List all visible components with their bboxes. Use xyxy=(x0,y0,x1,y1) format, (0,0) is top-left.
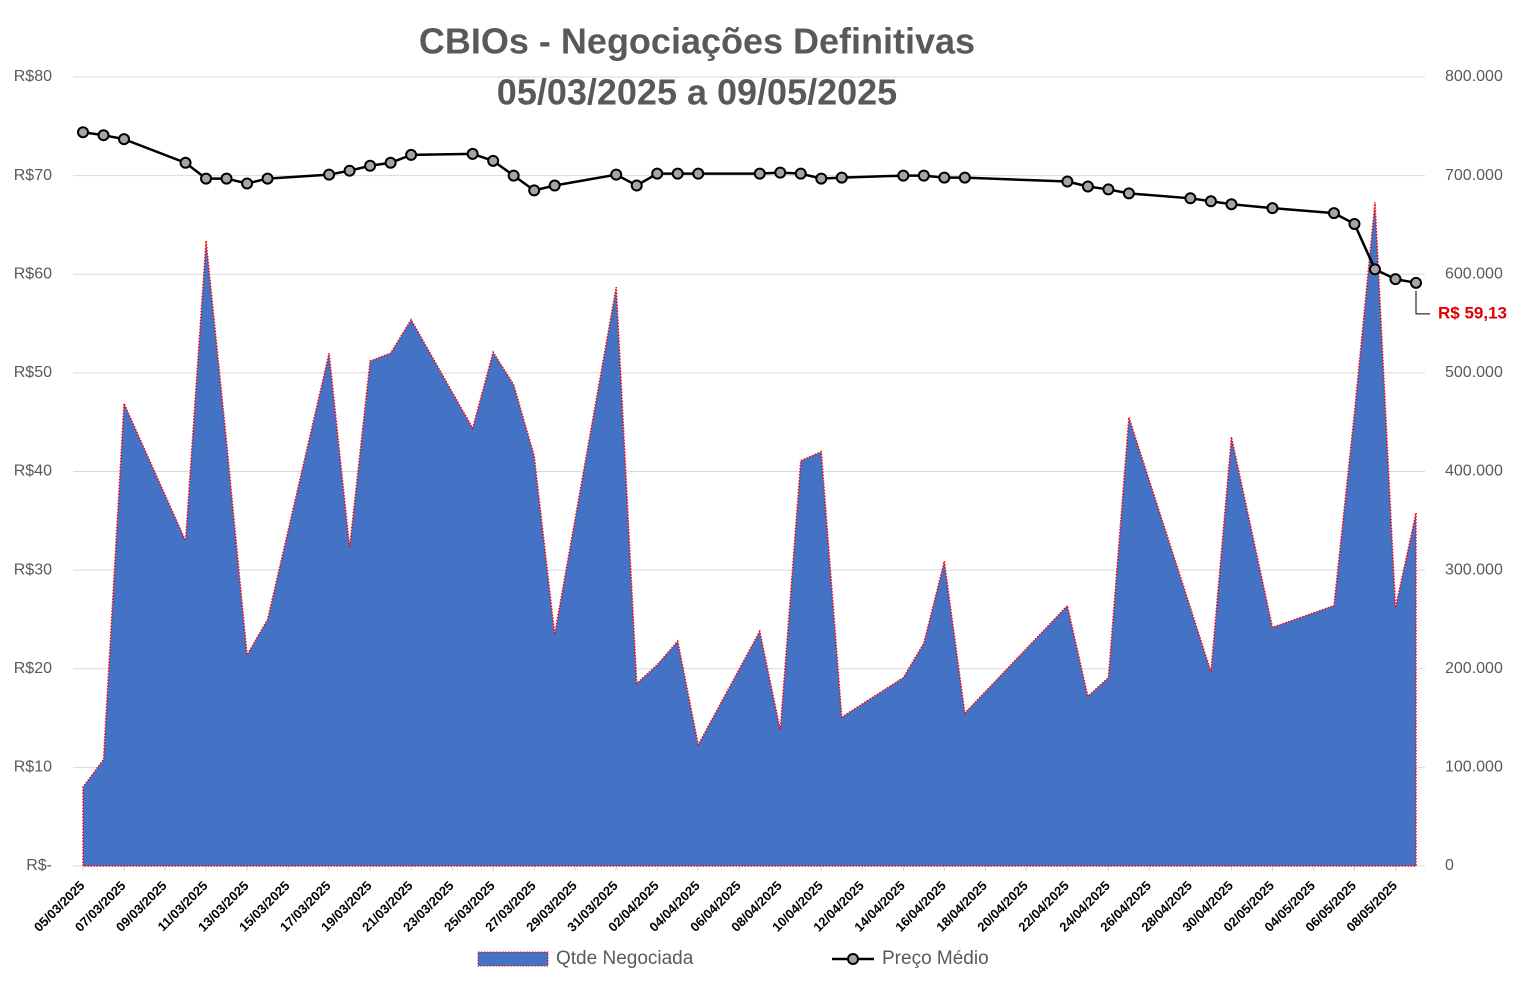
legend-marker xyxy=(847,953,859,965)
y2-tick-label: 0 xyxy=(1445,857,1454,874)
line-marker xyxy=(1122,187,1135,200)
y-tick-label: R$10 xyxy=(14,759,52,776)
y2-tick-label: 700.000 xyxy=(1445,167,1503,184)
line-marker xyxy=(97,129,110,142)
line-marker xyxy=(323,168,336,181)
line-marker xyxy=(630,179,643,192)
area xyxy=(82,202,1417,867)
chart-title: CBIOs - Negociações Definitivas xyxy=(419,21,975,62)
y2-tick-label: 800.000 xyxy=(1445,68,1503,85)
y2-tick-label: 500.000 xyxy=(1445,364,1503,381)
line-marker xyxy=(610,168,623,181)
y2-tick-label: 100.000 xyxy=(1445,759,1503,776)
legend-swatch xyxy=(477,951,549,967)
line-marker xyxy=(835,171,848,184)
line-marker xyxy=(1102,183,1115,196)
line-marker xyxy=(1410,276,1422,289)
line-marker xyxy=(118,133,131,146)
y-tick-label: R$30 xyxy=(14,561,52,578)
line-marker xyxy=(1225,198,1238,211)
line-marker xyxy=(815,172,828,185)
line-marker xyxy=(1061,175,1074,188)
line-marker xyxy=(671,167,684,180)
line-marker xyxy=(1368,263,1381,276)
line-marker xyxy=(1348,217,1361,230)
legend-label: Qtde Negociada xyxy=(556,948,694,969)
line-marker xyxy=(1266,202,1279,215)
line-marker xyxy=(384,156,397,169)
line-marker xyxy=(364,159,377,172)
y2-tick-label: 200.000 xyxy=(1445,660,1503,677)
line-marker xyxy=(528,184,541,197)
line-marker xyxy=(938,171,951,184)
legend-label: Preço Médio xyxy=(882,948,989,969)
line-marker xyxy=(466,147,479,160)
line-marker xyxy=(179,156,192,169)
chart-subtitle: 05/03/2025 a 09/05/2025 xyxy=(497,72,897,113)
line-marker xyxy=(651,167,664,180)
line-marker xyxy=(917,169,930,182)
line-marker xyxy=(200,172,213,185)
data-label: R$ 59,13 xyxy=(1438,303,1507,322)
line-marker xyxy=(774,166,787,179)
y2-tick-label: 300.000 xyxy=(1445,561,1503,578)
label-leader xyxy=(1415,290,1430,315)
line-marker xyxy=(405,148,418,161)
line-marker xyxy=(1184,192,1197,205)
line-marker xyxy=(261,172,274,185)
y-tick-label: R$20 xyxy=(14,660,52,677)
line-marker xyxy=(77,126,89,139)
y-tick-label: R$50 xyxy=(14,364,52,381)
line-marker xyxy=(1389,273,1402,286)
line-marker xyxy=(343,164,356,177)
y-tick-label: R$40 xyxy=(14,463,52,480)
line-marker xyxy=(487,154,500,167)
line-marker xyxy=(897,169,910,182)
y-tick-label: R$80 xyxy=(14,68,52,85)
line-marker xyxy=(958,171,971,184)
line-marker xyxy=(692,167,705,180)
line-marker xyxy=(241,177,254,190)
line-marker xyxy=(753,167,766,180)
y-tick-label: R$70 xyxy=(14,167,52,184)
line-marker xyxy=(1081,180,1094,193)
line-marker xyxy=(507,169,520,182)
line-marker xyxy=(1327,207,1340,220)
y-tick-label: R$60 xyxy=(14,265,52,282)
line-marker xyxy=(548,179,561,192)
y2-tick-label: 400.000 xyxy=(1445,463,1503,480)
line xyxy=(82,130,1417,285)
y2-tick-label: 600.000 xyxy=(1445,265,1503,282)
line-marker xyxy=(220,172,233,185)
line-marker xyxy=(794,167,807,180)
y-tick-label: R$- xyxy=(26,857,52,874)
line-marker xyxy=(1204,195,1217,208)
